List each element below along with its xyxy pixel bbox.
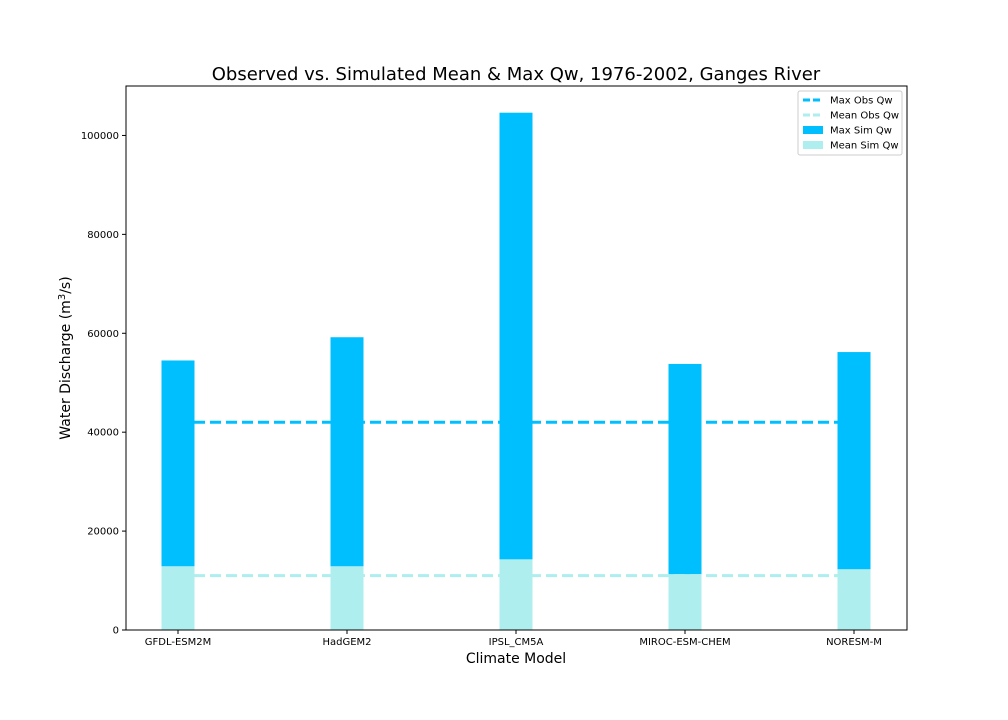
y-tick-label: 0 <box>113 626 119 637</box>
x-axis-label: Climate Model <box>466 651 566 667</box>
mean-sim-bar <box>837 569 871 630</box>
y-axis-label-prefix: Water Discharge (m <box>58 300 74 440</box>
x-tick-label: MIROC-ESM-CHEM <box>639 637 730 648</box>
y-tick-label: 100000 <box>81 131 119 142</box>
y-tick-label: 60000 <box>87 329 119 340</box>
max-sim-bar <box>499 112 533 631</box>
x-tick-label: NORESM-M <box>826 637 882 648</box>
plot-area: 0 20000 40000 60000 80000 100000 GFDL-ESM2M Had… <box>81 112 882 648</box>
y-axis-label-sup: 3 <box>57 294 68 300</box>
legend-label: Mean Sim Qw <box>830 141 899 152</box>
legend-label: Mean Obs Qw <box>830 111 899 122</box>
x-tick-label: HadGEM2 <box>322 637 371 648</box>
legend: Max Obs Qw Mean Obs Qw Max Sim Qw Mean Sim … <box>797 90 903 156</box>
y-tick-label: 40000 <box>87 428 119 439</box>
x-tick-label: GFDL-ESM2M <box>145 637 212 648</box>
y-axis-label-suffix: /s) <box>58 276 74 293</box>
legend-label: Max Sim Qw <box>830 126 892 137</box>
y-tick-label: 80000 <box>87 230 119 241</box>
legend-bar-swatch <box>803 126 823 134</box>
legend-label: Max Obs Qw <box>830 96 893 107</box>
chart-title: Observed vs. Simulated Mean & Max Qw, 19… <box>212 64 821 85</box>
x-tick-label: IPSL_CM5A <box>489 637 544 648</box>
plot-frame <box>125 85 908 631</box>
legend-bar-swatch <box>803 141 823 149</box>
mean-sim-bar <box>668 574 702 630</box>
legend-box <box>797 90 903 156</box>
mean-sim-bar <box>499 559 533 630</box>
y-axis-label: Water Discharge (m3/s) <box>57 276 75 439</box>
y-tick-label: 20000 <box>87 527 119 538</box>
